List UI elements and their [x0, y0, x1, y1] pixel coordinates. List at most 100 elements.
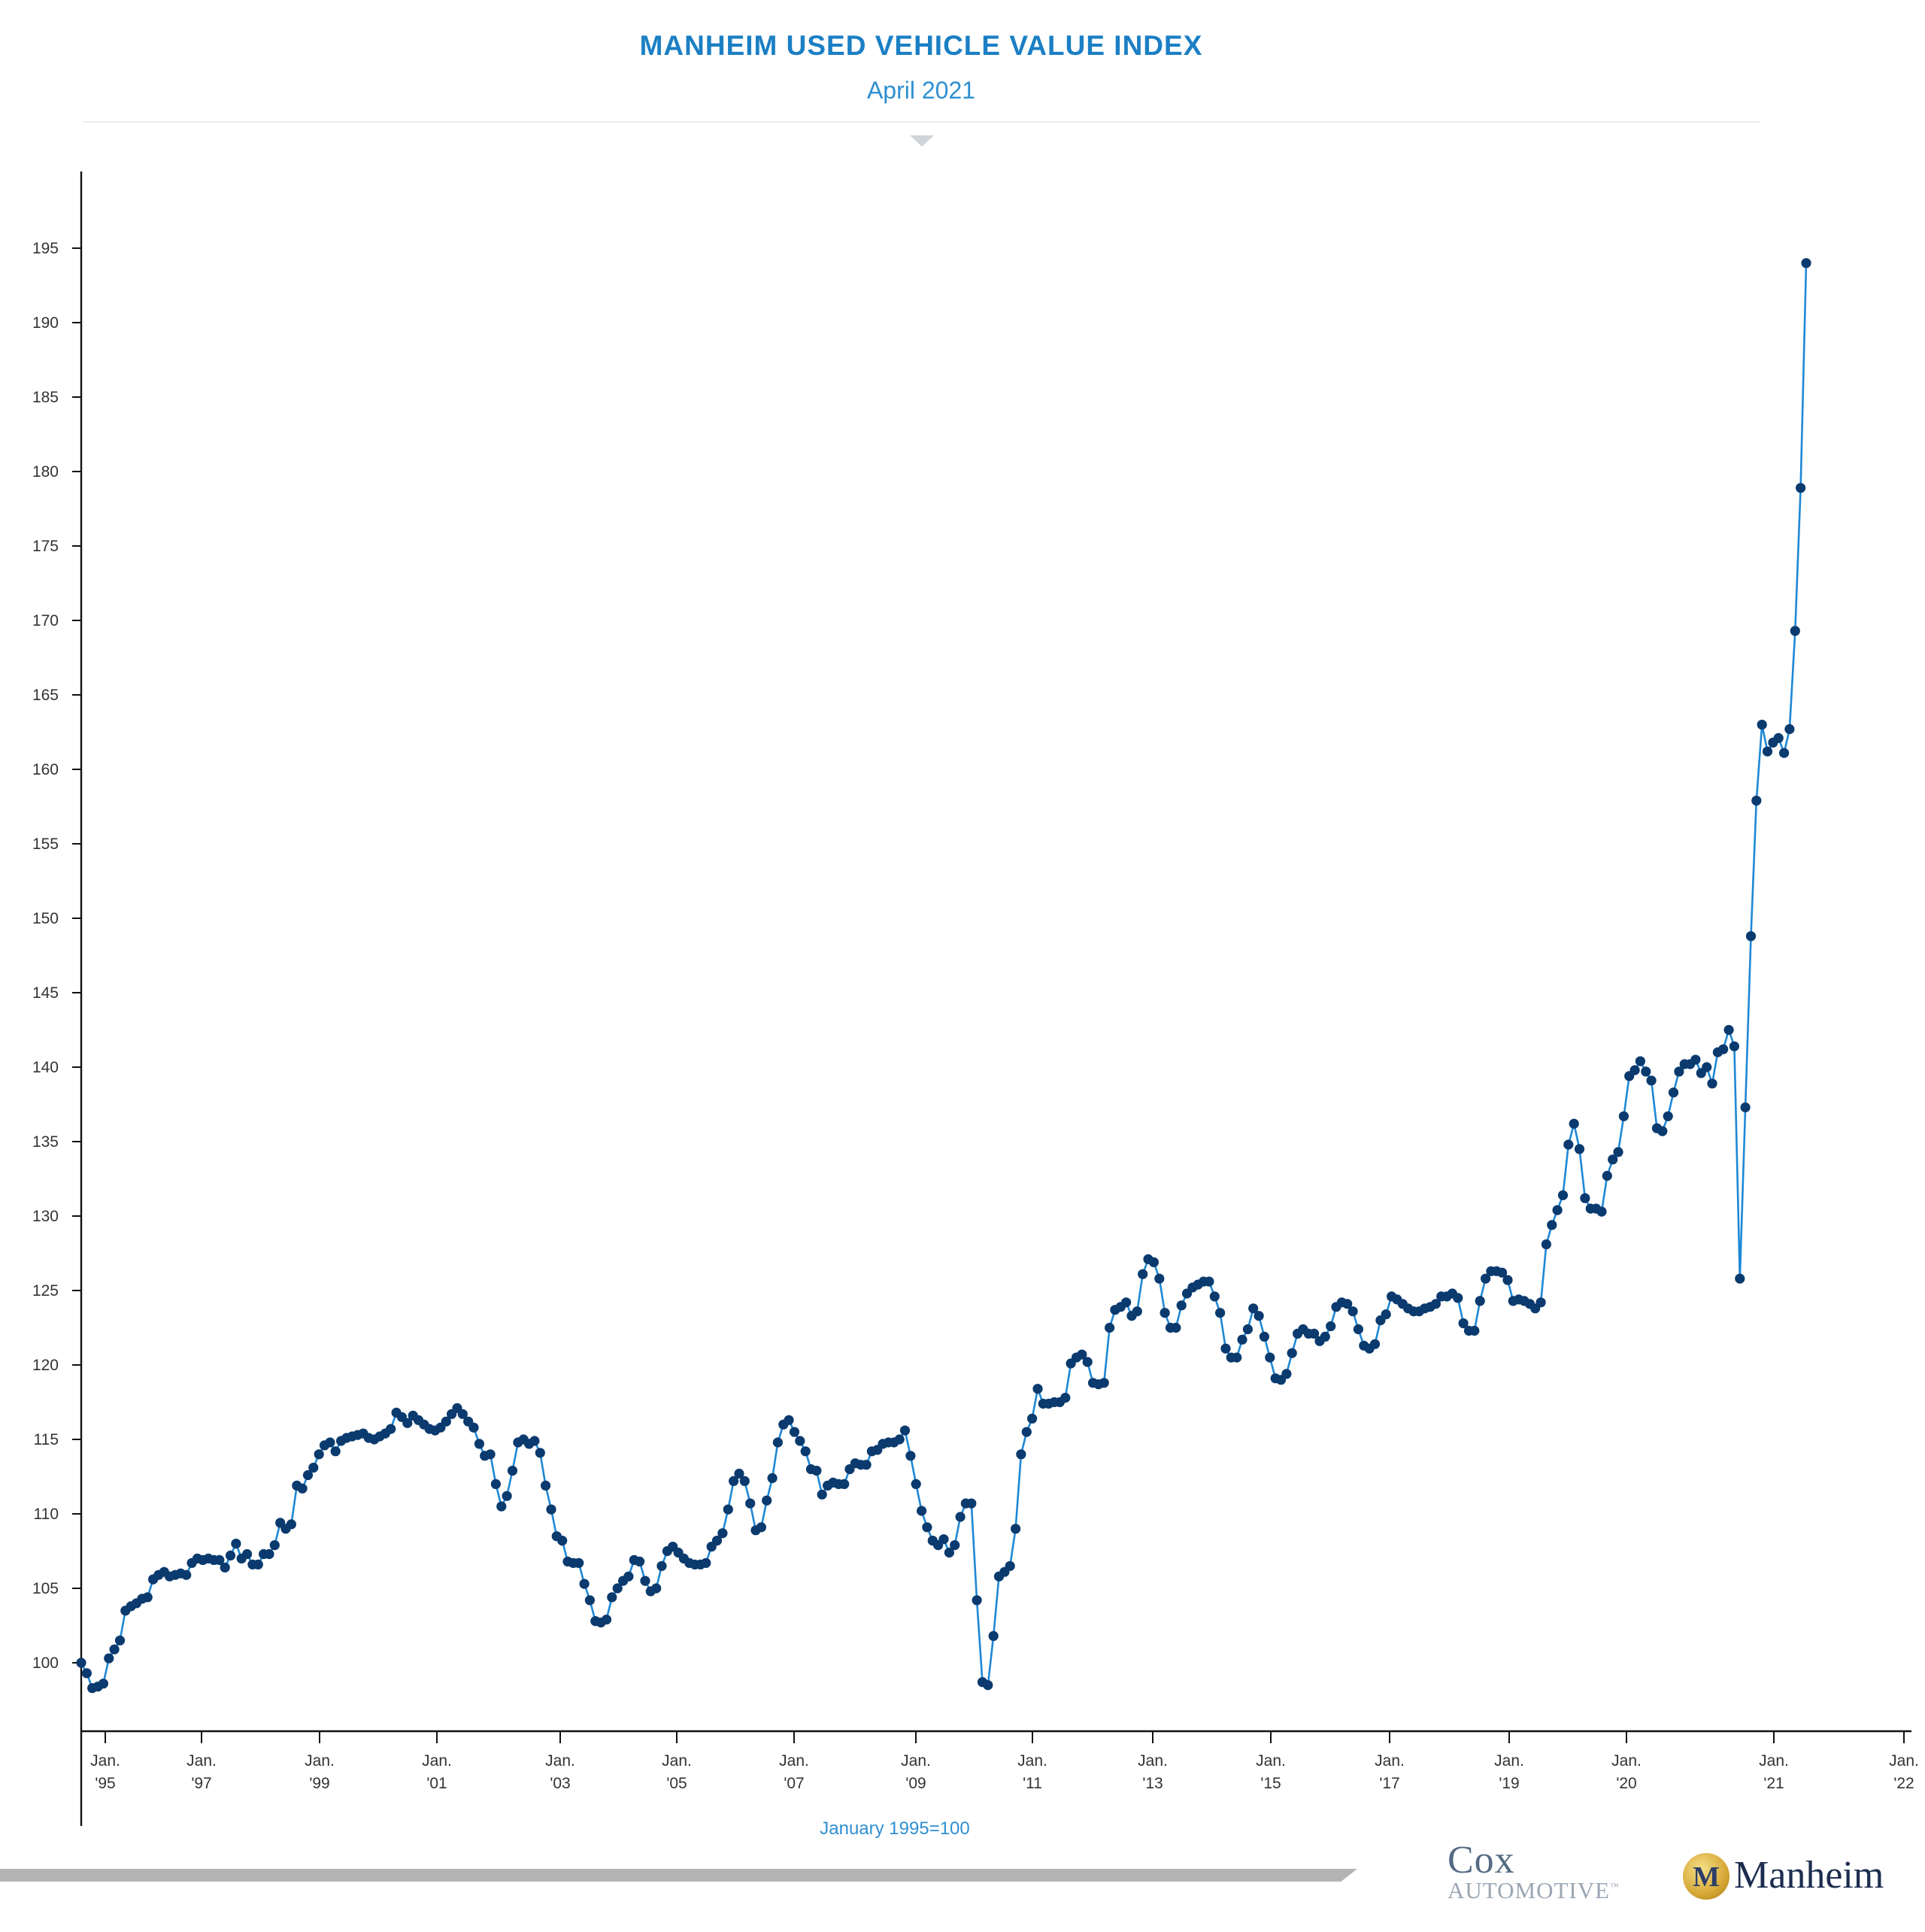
data-point — [1475, 1296, 1485, 1306]
data-point — [861, 1460, 872, 1470]
y-tick-label: 175 — [32, 538, 59, 555]
data-point — [972, 1595, 982, 1606]
x-tick-label-year: '07 — [784, 1775, 804, 1792]
x-tick-label-year: '01 — [426, 1775, 447, 1792]
data-point — [1242, 1324, 1253, 1335]
data-point — [286, 1519, 296, 1530]
data-point — [1563, 1139, 1574, 1150]
data-point — [1751, 796, 1762, 806]
data-point — [490, 1479, 502, 1489]
x-tick-label: Jan. — [1759, 1752, 1789, 1770]
data-point — [1077, 1349, 1087, 1360]
x-tick-label: Jan. — [1017, 1752, 1047, 1770]
data-point — [1027, 1413, 1038, 1424]
header-divider — [83, 121, 1760, 123]
data-point — [502, 1491, 512, 1501]
y-tick-label: 105 — [32, 1580, 59, 1597]
data-point — [839, 1479, 850, 1489]
data-point — [474, 1439, 485, 1449]
chart-subtitle: April 2021 — [866, 77, 976, 104]
x-tick-label: Jan. — [1138, 1752, 1168, 1770]
data-point — [988, 1630, 999, 1641]
data-point — [1309, 1328, 1320, 1339]
data-point — [1254, 1311, 1264, 1321]
data-point — [1641, 1066, 1651, 1077]
data-point — [507, 1466, 518, 1476]
manheim-wordmark: Manheim — [1734, 1854, 1884, 1897]
data-point — [269, 1540, 280, 1551]
data-point — [1160, 1308, 1170, 1318]
data-point — [1348, 1306, 1358, 1317]
x-tick-label-year: '09 — [905, 1775, 926, 1792]
data-point — [623, 1571, 634, 1582]
data-point — [1707, 1078, 1717, 1089]
data-point — [701, 1557, 711, 1568]
data-point — [535, 1448, 545, 1458]
data-point — [1502, 1275, 1513, 1285]
data-point — [817, 1489, 827, 1500]
data-point — [308, 1463, 319, 1473]
data-point — [81, 1668, 92, 1679]
y-tick-label: 140 — [32, 1059, 59, 1076]
data-point — [1148, 1257, 1159, 1267]
y-tick-label: 160 — [32, 761, 59, 778]
data-point — [1557, 1190, 1569, 1200]
x-tick-label-year: '13 — [1142, 1775, 1163, 1792]
x-tick-label-year: '19 — [1499, 1775, 1519, 1792]
data-point — [214, 1554, 225, 1565]
data-point — [1082, 1357, 1093, 1367]
y-tick-label: 185 — [32, 389, 59, 406]
x-tick-label-year: '20 — [1616, 1775, 1636, 1792]
data-point — [1005, 1560, 1015, 1571]
data-point — [1481, 1273, 1491, 1284]
data-point — [1497, 1267, 1508, 1278]
data-point — [142, 1592, 153, 1603]
data-point — [1674, 1066, 1684, 1077]
y-tick-label: 135 — [32, 1133, 59, 1151]
data-point — [1580, 1193, 1590, 1203]
cox-logo-automotive: AUTOMOTIVE™ — [1448, 1877, 1620, 1903]
data-point — [1453, 1293, 1463, 1303]
data-point — [640, 1576, 650, 1586]
cox-automotive-logo: Cox AUTOMOTIVE™ — [1448, 1841, 1643, 1904]
data-point — [1176, 1300, 1187, 1311]
x-tick-label: Jan. — [1375, 1752, 1405, 1770]
data-point — [1171, 1322, 1181, 1333]
y-tick-label: 190 — [32, 314, 59, 332]
data-point — [231, 1539, 241, 1549]
data-point — [1663, 1111, 1673, 1121]
data-points — [76, 258, 1811, 1694]
x-tick-label-year: '97 — [191, 1775, 211, 1792]
chart-axes — [72, 171, 1911, 1826]
data-point — [109, 1644, 120, 1654]
x-tick-label: Jan. — [1494, 1752, 1524, 1770]
data-point — [601, 1615, 612, 1625]
data-point — [1702, 1062, 1712, 1072]
data-point — [1646, 1075, 1657, 1086]
data-point — [1232, 1352, 1242, 1363]
data-point — [1353, 1324, 1363, 1335]
data-point — [1541, 1239, 1551, 1250]
data-point — [1574, 1144, 1585, 1154]
y-tick-label: 125 — [32, 1282, 59, 1300]
x-tick-label: Jan. — [779, 1752, 809, 1770]
data-point — [1138, 1269, 1148, 1279]
data-point — [1011, 1524, 1021, 1534]
data-point — [1237, 1334, 1247, 1345]
x-tick-label: Jan. — [1889, 1752, 1919, 1770]
data-point — [1105, 1322, 1115, 1333]
data-point — [1629, 1065, 1640, 1075]
data-point — [1608, 1154, 1618, 1165]
data-point — [1281, 1369, 1292, 1379]
data-point — [723, 1504, 733, 1515]
data-point — [1569, 1118, 1579, 1129]
data-point — [811, 1466, 822, 1476]
data-point — [1259, 1331, 1269, 1342]
chart-title: MANHEIM USED VEHICLE VALUE INDEX — [639, 30, 1203, 61]
data-point — [1729, 1041, 1739, 1051]
data-point — [1265, 1352, 1275, 1363]
data-point — [386, 1424, 396, 1434]
data-point — [1121, 1297, 1132, 1308]
data-point — [457, 1409, 468, 1419]
data-point — [1021, 1427, 1032, 1437]
